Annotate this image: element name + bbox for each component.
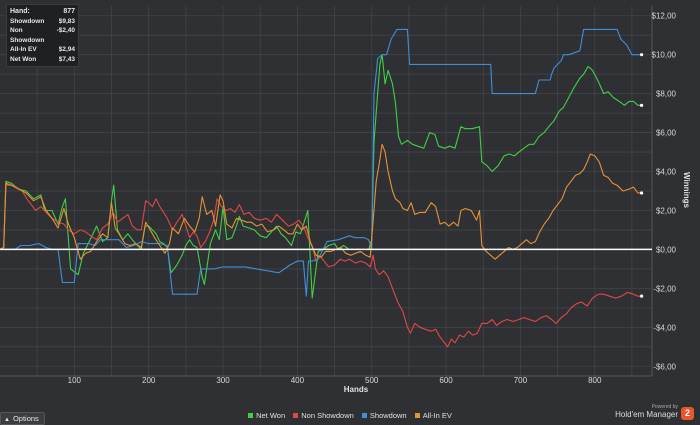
legend-swatch [293, 413, 299, 418]
options-button[interactable]: ▲ Options [0, 412, 45, 425]
series-line-non-showdown [0, 184, 642, 348]
y-tick-label: -$6,00 [653, 362, 676, 371]
x-tick-label: 300 [216, 376, 230, 385]
x-tick-label: 400 [291, 376, 305, 385]
options-label: Options [12, 414, 39, 423]
legend-label: Net Won [256, 411, 286, 420]
stats-label: Showdown [10, 17, 45, 25]
stats-value: -$2,40 [56, 27, 75, 34]
stats-label: Hand: [10, 8, 30, 15]
series-lines [0, 28, 652, 348]
x-tick-label: 500 [365, 376, 379, 385]
series-line-showdown [0, 28, 642, 297]
stats-label: Net Won [10, 55, 37, 63]
stats-row-non-showdown: Non Showdown -$2,40 [10, 26, 75, 45]
y-tick-label: $12,00 [652, 12, 677, 21]
grid-lines [0, 6, 653, 377]
stats-row-allin-ev: All-In EV $2,94 [10, 45, 75, 55]
y-tick-label: $0,00 [656, 245, 677, 254]
legend-swatch [361, 413, 367, 418]
y-axis-title: Winnings [682, 172, 691, 208]
series-end-point [639, 53, 644, 57]
y-tick-label: -$4,00 [653, 323, 676, 332]
legend-item-showdown[interactable]: Showdown [361, 411, 407, 420]
legend-item-non-showdown[interactable]: Non Showdown [293, 411, 354, 420]
legend-label: Showdown [369, 411, 407, 420]
series-line-all-in-ev [0, 143, 642, 260]
stats-value: $2,94 [58, 46, 75, 53]
hm2-logo-icon: 2 [681, 407, 694, 420]
x-tick-label: 200 [142, 376, 156, 385]
y-axis-ticks: $12,00 $10,00 $8,00 $6,00 $4,00 $2,00 $0,00 -$2… [652, 12, 677, 372]
stats-value: $7,43 [58, 55, 75, 63]
stats-row-showdown: Showdown $9,83 [10, 17, 75, 27]
y-tick-label: -$2,00 [653, 284, 676, 293]
y-tick-label: $2,00 [656, 206, 677, 215]
x-tick-label: 700 [514, 376, 528, 385]
legend-swatch [248, 413, 254, 418]
powered-by-text: Powered by [651, 404, 678, 410]
series-line-net-won [0, 54, 642, 299]
brand-name: Hold'em Manager [615, 410, 678, 419]
stats-row-hand: Hand: 877 [10, 7, 75, 17]
legend-label: Non Showdown [301, 411, 354, 420]
stats-value: $9,83 [58, 17, 75, 25]
y-tick-label: $6,00 [656, 129, 677, 138]
series-end-point [639, 191, 644, 195]
y-tick-label: $10,00 [652, 51, 677, 60]
chart-legend: Net Won Non Showdown Showdown All-In EV [0, 411, 700, 420]
series-end-point [639, 103, 644, 107]
x-tick-label: 800 [588, 376, 602, 385]
legend-item-net-won[interactable]: Net Won [248, 411, 285, 420]
x-axis-ticks: 100 200 300 400 500 600 700 800 [68, 376, 602, 385]
y-tick-label: $8,00 [656, 90, 677, 99]
legend-item-all-in-ev[interactable]: All-In EV [414, 411, 452, 420]
stats-row-net-won: Net Won $7,43 [10, 55, 75, 65]
y-tick-label: $4,00 [656, 168, 677, 177]
stats-value: 877 [63, 8, 75, 15]
stats-label: All-In EV [10, 46, 37, 53]
hand-stats-box: Hand: 877 Showdown $9,83 Non Showdown -$… [6, 4, 79, 67]
legend-label: All-In EV [422, 411, 452, 420]
series-end-point [639, 294, 644, 298]
x-tick-label: 600 [439, 376, 453, 385]
stats-label: Non Showdown [10, 27, 45, 44]
legend-swatch [414, 413, 420, 418]
x-tick-label: 100 [68, 376, 82, 385]
x-axis-title: Hands [344, 385, 369, 394]
caret-up-icon: ▲ [4, 417, 10, 423]
branding: Powered by Hold'em Manager [615, 404, 678, 419]
